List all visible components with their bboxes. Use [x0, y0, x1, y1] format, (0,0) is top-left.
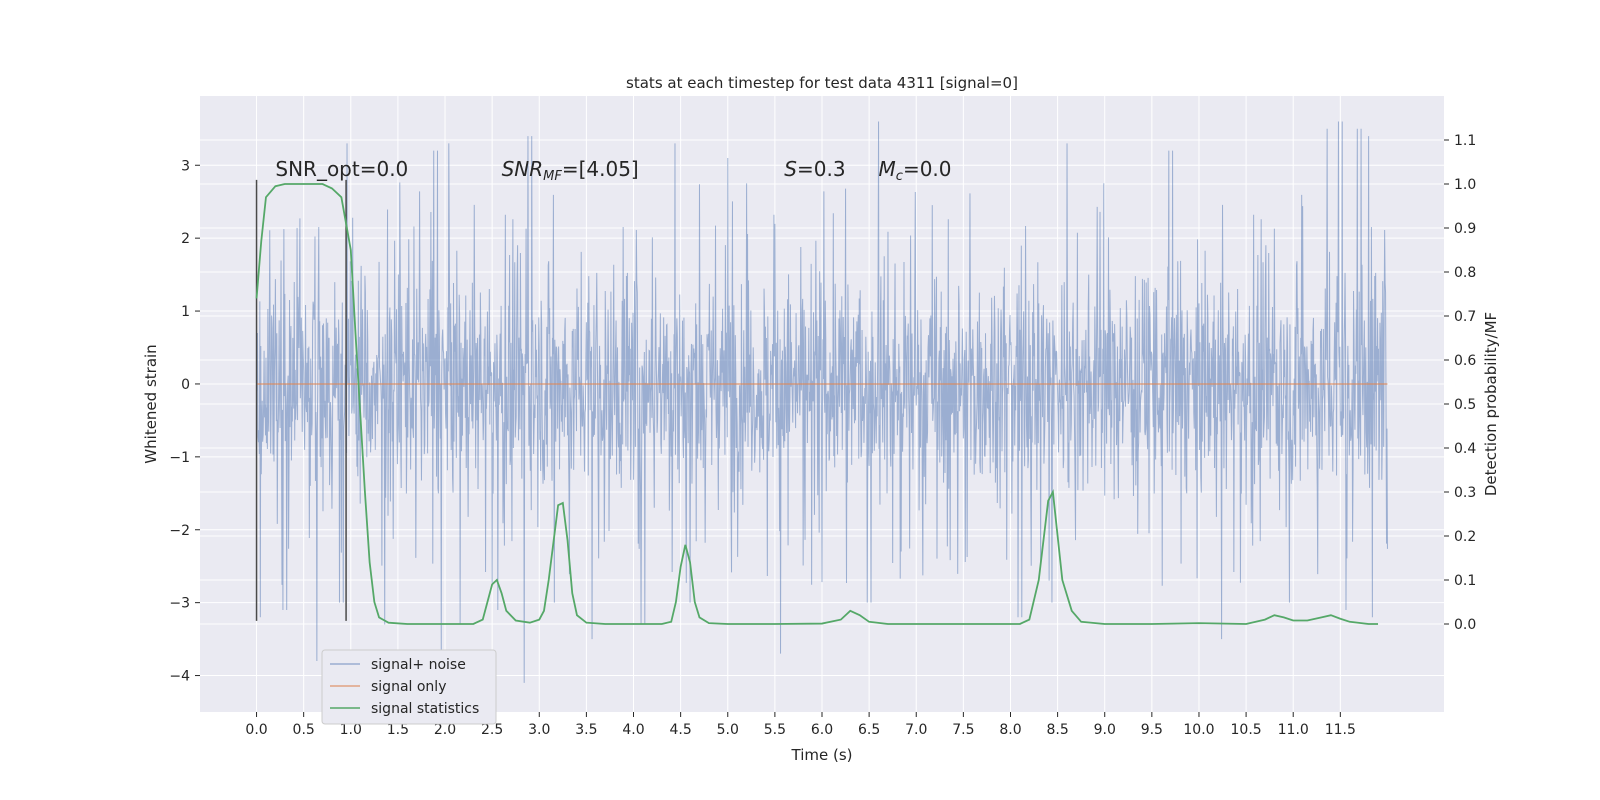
annotation-text: S=0.3 [784, 157, 845, 181]
annotation-text: SNR_opt=0.0 [275, 157, 408, 181]
x-tick-label: 11.5 [1325, 722, 1356, 738]
legend-label-signal-statistics: signal statistics [371, 701, 479, 717]
right-y-tick-label: 0.8 [1454, 265, 1476, 281]
x-tick-label: 1.5 [387, 722, 409, 738]
x-tick-label: 9.0 [1094, 722, 1116, 738]
y-tick-label: −4 [169, 669, 190, 685]
legend-label-signal-only: signal only [371, 679, 446, 695]
annotations: SNR_opt=0.0 SNRMF=[4.05] S=0.3 Mc=0.0 [275, 157, 951, 184]
x-tick-label: 5.5 [764, 722, 786, 738]
right-y-tick-label: 1.1 [1454, 133, 1476, 149]
right-y-tick-label: 0.1 [1454, 573, 1476, 589]
x-axis-label: Time (s) [791, 746, 853, 764]
x-tick-label: 10.5 [1231, 722, 1262, 738]
annotation-text: Mc=0.0 [879, 157, 952, 184]
x-tick-label: 7.0 [905, 722, 927, 738]
x-tick-label: 10.0 [1183, 722, 1214, 738]
x-tick-label: 0.0 [245, 722, 267, 738]
y-tick-label: −2 [169, 523, 190, 539]
x-tick-label: 7.5 [952, 722, 974, 738]
right-y-tick-label: 0.6 [1454, 353, 1476, 369]
signal-statistics-line [255, 183, 1379, 625]
x-tick-label: 9.5 [1141, 722, 1163, 738]
x-tick-label: 8.0 [999, 722, 1021, 738]
vertical-markers [255, 179, 347, 621]
right-y-tick-label: 0.0 [1454, 617, 1476, 633]
annotation-text: SNRMF=[4.05] [502, 157, 639, 184]
chart-title: stats at each timestep for test data 431… [626, 74, 1018, 92]
y-tick-label: −1 [169, 450, 190, 466]
x-tick-label: 6.0 [811, 722, 833, 738]
right-y-tick-label: 0.4 [1454, 441, 1476, 457]
legend-box [321, 649, 497, 725]
x-tick-label: 4.5 [670, 722, 692, 738]
right-y-tick-label: 0.9 [1454, 221, 1476, 237]
x-tick-label: 5.0 [717, 722, 739, 738]
right-y-tick-label: 1.0 [1454, 177, 1476, 193]
y-tick-label: −3 [169, 596, 190, 612]
x-tick-label: 8.5 [1046, 722, 1068, 738]
right-y-tick-label: 0.3 [1454, 485, 1476, 501]
y-tick-label: 1 [181, 304, 190, 320]
y-axis-label: Whitened strain [142, 344, 160, 463]
x-tick-label: 3.0 [528, 722, 550, 738]
signal-statistics-series [255, 183, 1379, 625]
y-tick-label: 0 [181, 377, 190, 393]
signal-noise-line [256, 121, 1388, 683]
x-tick-label: 2.5 [481, 722, 503, 738]
right-y-tick-label: 0.7 [1454, 309, 1476, 325]
x-axis-ticks: 0.0 0.5 1.0 1.5 2.0 2.5 3.0 3.5 4.0 4.5 5.0 5.5 6.0 6… [245, 712, 1356, 738]
x-tick-label: 2.0 [434, 722, 456, 738]
x-tick-label: 0.5 [293, 722, 315, 738]
right-y-tick-label: 0.5 [1454, 397, 1476, 413]
right-y-axis-ticks: 1.1 1.0 0.9 0.8 0.7 0.6 0.5 0.4 0.3 0.2 0.1 0.0 [1444, 133, 1476, 633]
y-axis-ticks: 3 2 1 0 −1 −2 −3 −4 [169, 158, 200, 685]
x-tick-label: 11.0 [1278, 722, 1309, 738]
legend: signal+ noise signal only signal statist… [321, 649, 497, 725]
y-tick-label: 2 [181, 231, 190, 247]
y-tick-label: 3 [181, 158, 190, 174]
signal-noise-series [256, 121, 1388, 683]
right-y-tick-label: 0.2 [1454, 529, 1476, 545]
x-tick-label: 6.5 [858, 722, 880, 738]
right-y-axis-label: Detection probability/MF [1482, 312, 1500, 496]
x-tick-label: 1.0 [340, 722, 362, 738]
x-tick-label: 4.0 [622, 722, 644, 738]
legend-label-signal-noise: signal+ noise [371, 657, 466, 673]
x-tick-label: 3.5 [575, 722, 597, 738]
